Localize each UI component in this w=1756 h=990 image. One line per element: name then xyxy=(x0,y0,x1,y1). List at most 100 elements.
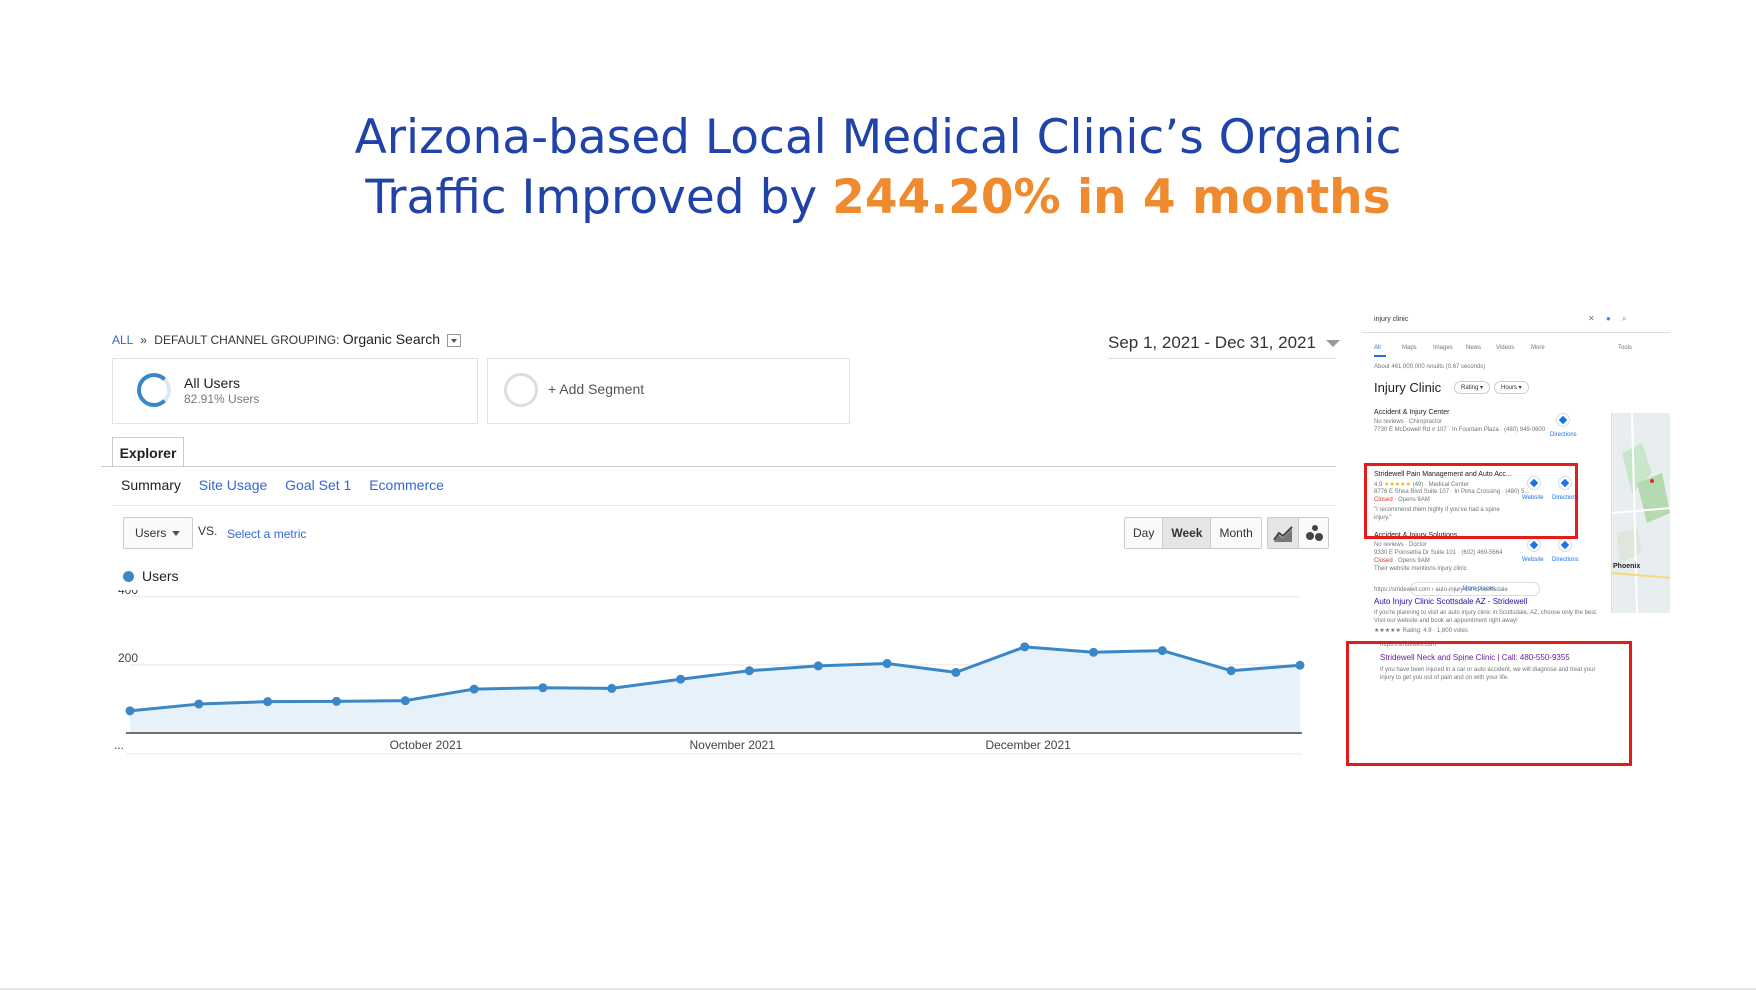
data-point xyxy=(1295,660,1305,670)
tab-all[interactable]: All xyxy=(1374,345,1381,351)
data-point xyxy=(331,696,341,706)
highlight-box-organic xyxy=(1346,641,1632,766)
breadcrumb: ALL » DEFAULT CHANNEL GROUPING: Organic … xyxy=(112,331,462,348)
organic-2-url[interactable]: https://stridewell.com xyxy=(1380,642,1437,648)
highlight-box-local xyxy=(1364,463,1578,539)
search-icon[interactable]: ⌕ xyxy=(1622,314,1627,323)
website-icon[interactable] xyxy=(1527,538,1541,552)
more-places-button[interactable]: → More places xyxy=(1410,582,1540,596)
place-2-address: 8776 E Shea Blvd Suite 107 · In Pima Cro… xyxy=(1374,489,1530,495)
period-buttons: Day Week Month xyxy=(1124,517,1262,549)
day-button[interactable]: Day xyxy=(1125,518,1164,548)
subtab-ecommerce[interactable]: Ecommerce xyxy=(369,477,444,493)
tab-news[interactable]: News xyxy=(1466,345,1482,351)
data-point xyxy=(125,706,135,716)
date-underline xyxy=(1108,358,1336,359)
date-range-picker[interactable]: Sep 1, 2021 - Dec 31, 2021 xyxy=(1108,333,1340,353)
place-3-directions[interactable]: Directions xyxy=(1552,557,1579,563)
users-chart: 200 400... October 2021 November 2021 Decemb… xyxy=(114,590,1305,755)
place-2-name[interactable]: Stridewell Pain Management and Auto Acc.… xyxy=(1374,471,1512,478)
data-point xyxy=(194,699,204,709)
breadcrumb-value: Organic Search xyxy=(342,331,441,347)
clear-icon[interactable]: ✕ xyxy=(1588,314,1595,323)
place-2-meta: (49) · Medical Center xyxy=(1412,482,1469,488)
map-thumbnail[interactable]: Phoenix xyxy=(1611,413,1670,613)
directions-icon[interactable] xyxy=(1558,476,1572,490)
data-point xyxy=(607,683,617,693)
place-3-name[interactable]: Accident & Injury Solutions xyxy=(1374,532,1458,539)
website-icon[interactable] xyxy=(1527,476,1541,490)
data-point xyxy=(538,683,548,693)
directions-icon[interactable] xyxy=(1556,413,1570,427)
filter-hours-label: Hours xyxy=(1501,385,1518,391)
data-point xyxy=(1020,642,1030,652)
place-3-opens: · Opens 9AM xyxy=(1394,558,1430,564)
subtab-divider xyxy=(112,505,1336,506)
y-tick-label: 400 xyxy=(118,590,138,597)
organic-2-title[interactable]: Stridewell Neck and Spine Clinic | Call:… xyxy=(1380,653,1570,662)
chevron-down-icon[interactable] xyxy=(447,334,462,348)
tab-tools[interactable]: Tools xyxy=(1618,345,1633,351)
legend-label: Users xyxy=(142,568,179,584)
x-tick-label: October 2021 xyxy=(390,738,463,752)
page-bottom-border xyxy=(0,988,1756,990)
place-1-directions[interactable]: Directions xyxy=(1550,432,1577,438)
place-3-address: 9330 E Poinsettia Dr Suite 101 · (602) 4… xyxy=(1374,550,1503,556)
tab-explorer[interactable]: Explorer xyxy=(112,437,184,467)
result-stats: About 461,000,000 results (0.67 seconds) xyxy=(1374,364,1486,370)
search-query[interactable]: injury clinic xyxy=(1374,316,1409,323)
organic-1-title[interactable]: Auto Injury Clinic Scottsdale AZ - Strid… xyxy=(1374,597,1528,606)
caret-down-icon xyxy=(1325,340,1340,348)
map-label-phoenix: Phoenix xyxy=(1613,563,1641,570)
place-1-name[interactable]: Accident & Injury Center xyxy=(1374,409,1450,416)
legend-dot xyxy=(123,571,134,582)
data-point xyxy=(813,661,823,671)
place-2-directions[interactable]: Directions xyxy=(1552,495,1579,501)
x-tick-label: ... xyxy=(114,738,124,752)
organic-1-snippet: If you're planning to visit an auto inju… xyxy=(1374,610,1598,624)
headline-line-1: Arizona-based Local Medical Clinic’s Org… xyxy=(354,110,1402,165)
place-3-meta: No reviews · Doctor xyxy=(1374,542,1427,548)
data-point xyxy=(676,674,686,684)
filter-rating[interactable]: Rating ▾ xyxy=(1454,381,1491,394)
organic-1-url-text[interactable]: https://stridewell.com › auto-injury-cli… xyxy=(1374,587,1508,593)
add-segment-box[interactable]: + Add Segment xyxy=(487,358,850,424)
organic-1-rating: ★★★★★ Rating: 4.9 · 1,800 votes xyxy=(1374,628,1468,634)
directions-icon[interactable] xyxy=(1558,538,1572,552)
segment-ring-icon xyxy=(137,373,171,407)
data-point xyxy=(951,667,961,677)
place-2-website[interactable]: Website xyxy=(1522,495,1544,501)
tab-maps[interactable]: Maps xyxy=(1402,345,1417,351)
filter-hours[interactable]: Hours ▾ xyxy=(1494,381,1529,394)
segment-all-users[interactable]: All Users 82.91% Users xyxy=(112,358,478,424)
place-2-status: Closed xyxy=(1374,497,1393,503)
place-3-hours: Closed · Opens 9AM xyxy=(1374,558,1430,564)
subtabs: Summary Site Usage Goal Set 1 Ecommerce xyxy=(121,477,458,493)
mic-icon[interactable]: ● xyxy=(1606,314,1611,323)
place-2-rating: 4.9 xyxy=(1374,482,1383,488)
add-segment-label[interactable]: + Add Segment xyxy=(548,381,645,397)
motion-chart-icon[interactable] xyxy=(1299,518,1328,548)
subtab-site-usage[interactable]: Site Usage xyxy=(198,477,268,493)
breadcrumb-separator: » xyxy=(140,333,147,347)
week-button[interactable]: Week xyxy=(1163,518,1212,548)
place-3-website[interactable]: Website xyxy=(1522,557,1544,563)
place-2-review: "I recommend them highly if you've had a… xyxy=(1374,507,1500,521)
metric-select[interactable]: Users xyxy=(123,517,193,549)
tab-videos[interactable]: Videos xyxy=(1496,345,1515,351)
month-button[interactable]: Month xyxy=(1211,518,1261,548)
subtab-goal-set-1[interactable]: Goal Set 1 xyxy=(285,477,352,493)
y-tick-label: 200 xyxy=(118,651,138,665)
data-point xyxy=(1157,646,1167,656)
segment-sub: 82.91% Users xyxy=(184,392,260,406)
place-2-rating-line: 4.9 ★★★★★ (49) · Medical Center xyxy=(1374,481,1469,488)
line-chart-icon[interactable] xyxy=(1268,518,1299,548)
tab-more[interactable]: More xyxy=(1531,345,1545,351)
tab-images[interactable]: Images xyxy=(1433,345,1453,351)
search-results-panel: injury clinic ✕ ● ⌕ All Maps Images News… xyxy=(1362,305,1670,775)
breadcrumb-all-link[interactable]: ALL xyxy=(112,333,133,347)
subtab-summary[interactable]: Summary xyxy=(121,477,181,493)
headline-highlight: 244.20% in 4 months xyxy=(832,170,1391,225)
select-metric-link[interactable]: Select a metric xyxy=(227,527,307,541)
place-2-opens: · Opens 8AM xyxy=(1394,497,1430,503)
